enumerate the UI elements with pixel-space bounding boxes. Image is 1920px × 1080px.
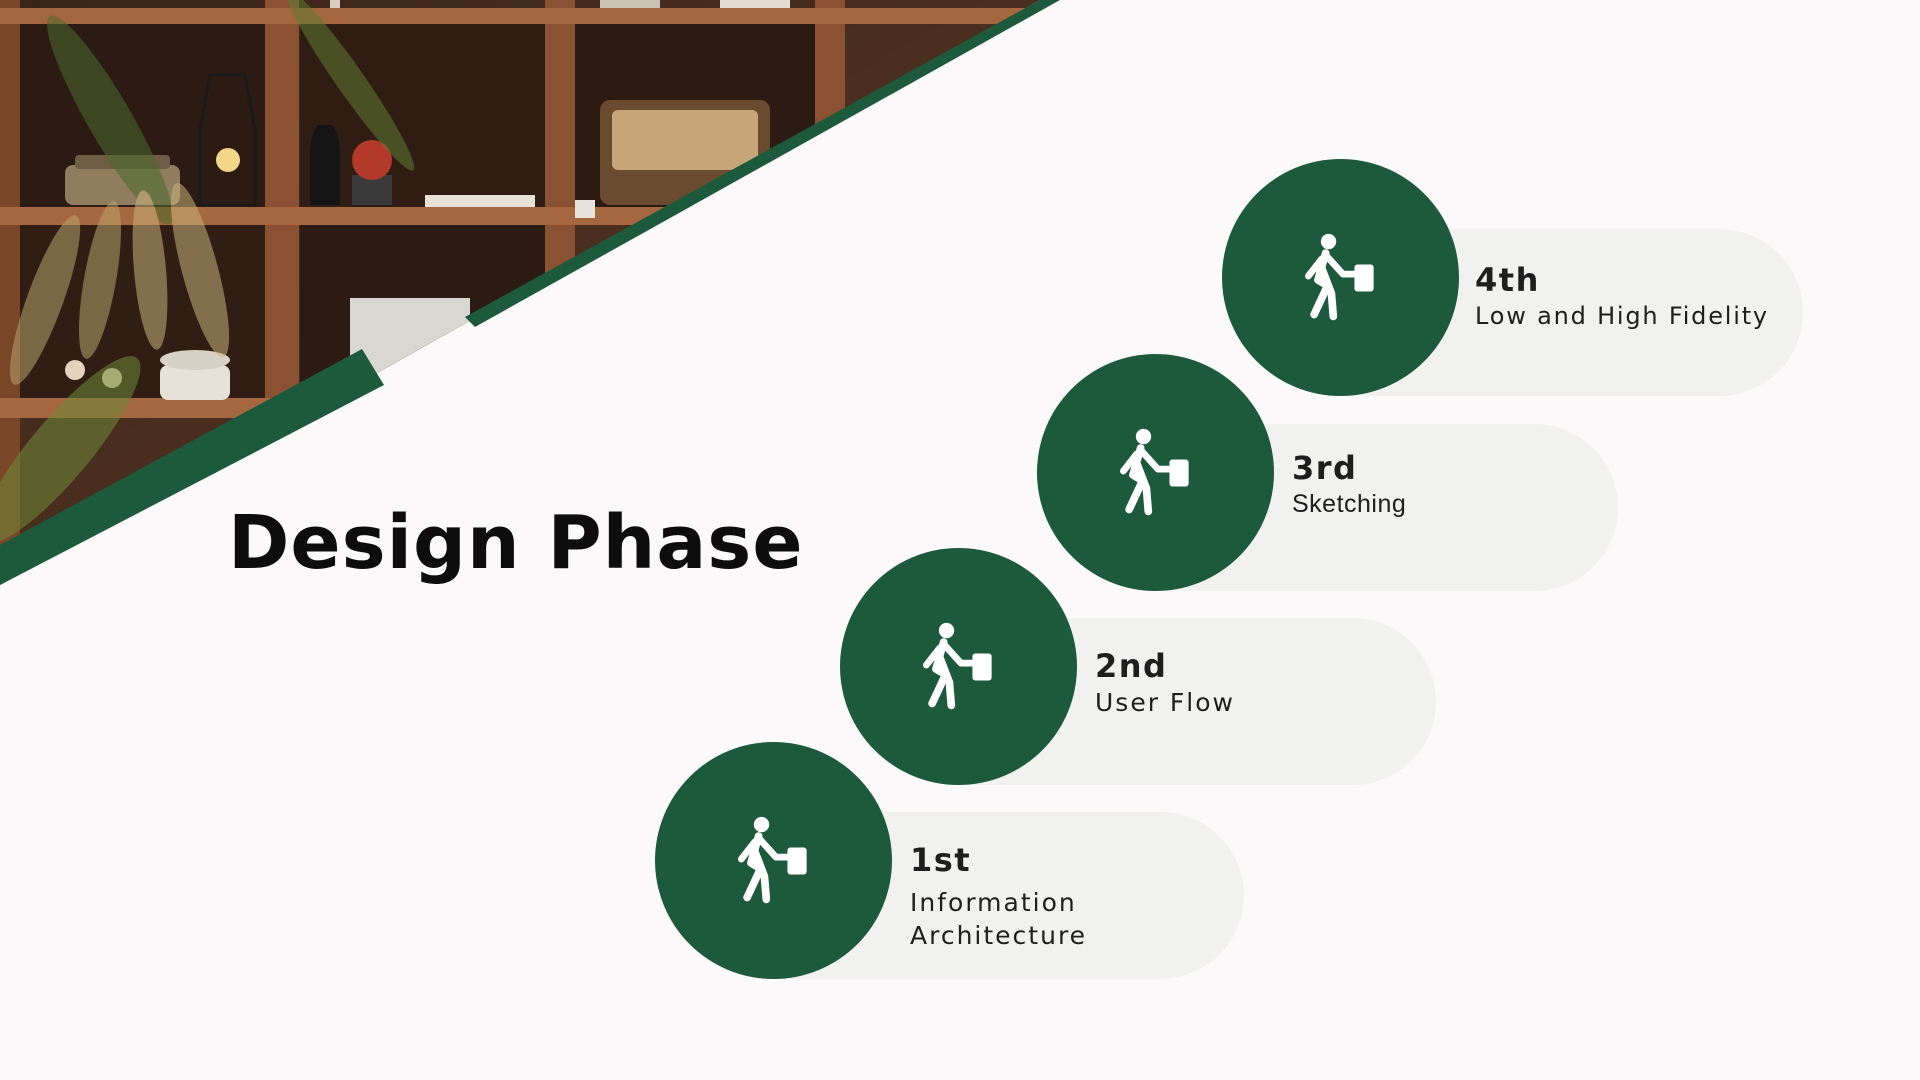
step-label: Low and High Fidelity — [1475, 302, 1769, 330]
step-circle — [1222, 159, 1459, 396]
walking-person-with-briefcase-icon — [1119, 428, 1189, 515]
step-3rd: 3rd Sketching — [1037, 354, 1618, 591]
page-title: Design Phase — [228, 500, 804, 586]
step-ordinal: 2nd — [1095, 647, 1168, 685]
bookshelf-photo — [0, 0, 1060, 585]
step-2nd: 2nd User Flow — [840, 548, 1436, 785]
step-circle — [1037, 354, 1274, 591]
step-circle — [655, 742, 892, 979]
walking-person-with-briefcase-icon — [922, 622, 992, 709]
step-ordinal: 3rd — [1292, 449, 1358, 487]
step-label: Information Architecture — [910, 888, 1088, 950]
step-text: 2nd User Flow — [1095, 648, 1235, 719]
step-label: Sketching — [1292, 490, 1407, 518]
step-1st: 1st Information Architecture — [655, 742, 1244, 979]
step-ordinal: 4th — [1475, 261, 1540, 299]
step-text: 4th Low and High Fidelity — [1475, 262, 1769, 333]
step-text: 1st Information Architecture — [910, 842, 1110, 952]
step-label: User Flow — [1095, 688, 1235, 717]
walking-person-with-briefcase-icon — [737, 816, 807, 903]
step-text: 3rd Sketching — [1292, 450, 1406, 521]
walking-person-with-briefcase-icon — [1304, 233, 1374, 320]
step-4th: 4th Low and High Fidelity — [1222, 159, 1803, 396]
step-circle — [840, 548, 1077, 785]
step-ordinal: 1st — [910, 841, 972, 879]
